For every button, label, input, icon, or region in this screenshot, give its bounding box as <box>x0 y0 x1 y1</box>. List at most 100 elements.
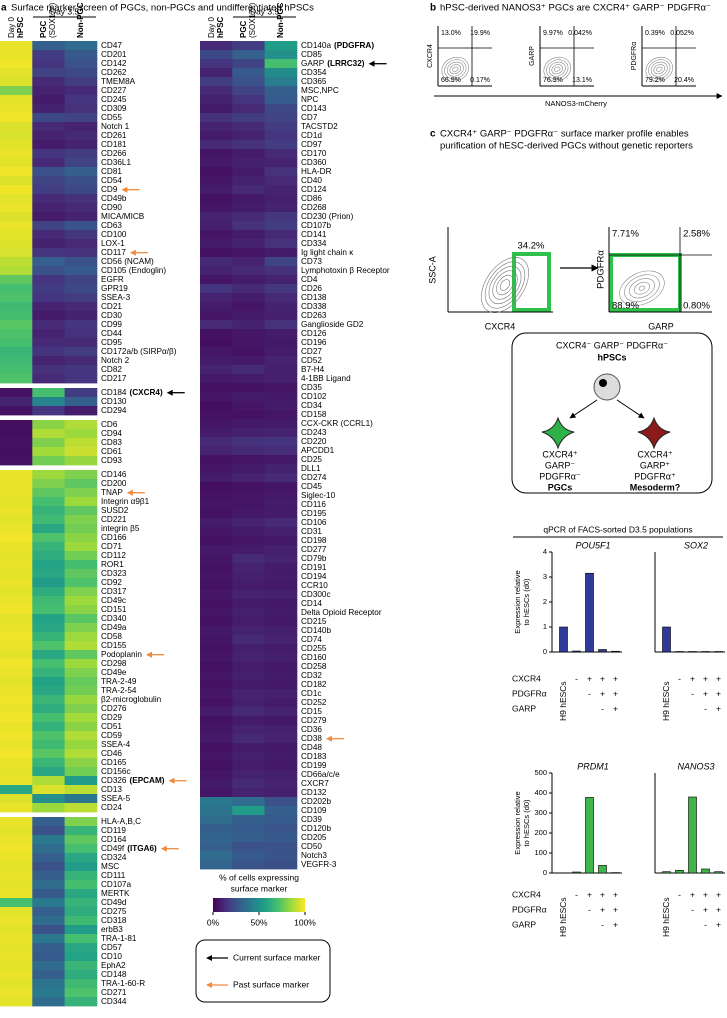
legend-label: Past surface marker <box>233 979 309 989</box>
heatmap-cell <box>0 817 33 827</box>
condition-sign: + <box>703 889 708 899</box>
bar <box>662 871 671 874</box>
row-label: CD120b <box>301 824 331 833</box>
heatmap-cell <box>64 68 98 78</box>
heatmap-cell <box>232 302 265 312</box>
heatmap-cell <box>232 716 265 726</box>
heatmap-cell <box>64 542 98 552</box>
heatmap-cell <box>32 650 65 660</box>
row-label: CD71 <box>101 542 122 551</box>
heatmap-cell <box>264 293 298 303</box>
row-label: MERTK <box>101 889 130 898</box>
diagram-text: CXCR4⁻ GARP⁻ PDGFRα⁻ <box>556 340 668 350</box>
row-label: CD73 <box>301 257 322 266</box>
heatmap-cell <box>232 122 265 132</box>
row-label: CD142 <box>101 59 127 68</box>
heatmap-cell <box>64 916 98 926</box>
heatmap-cell <box>0 668 33 678</box>
row-label-tag: (ITGA6) <box>127 844 157 853</box>
heatmap-cell <box>0 533 33 543</box>
quadrant-percent: 9.97% <box>543 30 563 37</box>
heatmap-cell <box>264 482 298 492</box>
heatmap-cell <box>0 293 33 303</box>
heatmap-cell <box>64 158 98 168</box>
heatmap-cell <box>32 767 65 777</box>
heatmap-cell <box>0 185 33 195</box>
heatmap-cell <box>200 113 233 123</box>
column-header: Day 0 <box>7 17 16 38</box>
y-tick-label: 4 <box>543 547 547 556</box>
heatmap-cell <box>232 95 265 105</box>
heatmap-cell <box>32 713 65 723</box>
heatmap-cell <box>64 695 98 705</box>
heatmap-cell <box>64 239 98 249</box>
heatmap-cell <box>32 979 65 989</box>
row-label: CXCR7 <box>301 779 329 788</box>
heatmap-cell <box>32 470 65 480</box>
condition-sign: + <box>716 919 721 929</box>
row-label: CD34 <box>301 401 322 410</box>
heatmap-cell <box>200 41 233 51</box>
heatmap-cell <box>64 722 98 732</box>
heatmap-cell <box>264 302 298 312</box>
heatmap-cell <box>200 59 233 69</box>
diagram-text: CXCR4⁺ <box>637 449 673 459</box>
heatmap-cell <box>264 77 298 87</box>
heatmap-cell <box>32 59 65 69</box>
heatmap-cell <box>200 266 233 276</box>
heatmap-cell <box>32 641 65 651</box>
heatmap-cell <box>200 797 233 807</box>
contour <box>449 64 462 75</box>
column-header: PGC <box>239 20 248 38</box>
heatmap-cell <box>200 716 233 726</box>
heatmap-cell <box>64 632 98 642</box>
heatmap-cell <box>264 716 298 726</box>
heatmap-cell <box>0 731 33 741</box>
heatmap-cell <box>64 506 98 516</box>
condition-sign: - <box>575 889 578 899</box>
heatmap-cell <box>0 338 33 348</box>
diagram-text: GARP⁻ <box>545 460 576 470</box>
heatmap-cell <box>32 194 65 204</box>
heatmap-cell <box>64 817 98 827</box>
heatmap-cell <box>264 797 298 807</box>
row-label: Delta Opioid Receptor <box>301 608 382 617</box>
row-label: CD97 <box>301 140 322 149</box>
heatmap-cell <box>0 194 33 204</box>
heatmap-cell <box>200 347 233 357</box>
heatmap-cell <box>64 533 98 543</box>
row-label: Siglec-10 <box>301 491 336 500</box>
chart-title: PRDM1 <box>577 761 609 771</box>
heatmap-cell <box>32 239 65 249</box>
heatmap-cell <box>200 851 233 861</box>
colorbar <box>213 898 305 912</box>
row-label: CD275 <box>101 907 127 916</box>
heatmap-cell <box>0 203 33 213</box>
heatmap-cell <box>32 438 65 448</box>
row-label: CD194 <box>301 572 327 581</box>
quadrant-percent: 0.17% <box>470 77 490 84</box>
row-label: CD196 <box>301 338 327 347</box>
row-label: CD32 <box>301 671 322 680</box>
heatmap-cell <box>264 545 298 555</box>
heatmap-cell <box>32 997 65 1007</box>
heatmap-cell <box>264 338 298 348</box>
heatmap-cell <box>264 806 298 816</box>
marker-label: CXCR4 <box>512 889 541 899</box>
condition-sign: + <box>600 904 605 914</box>
heatmap-cell <box>0 230 33 240</box>
heatmap-cell <box>232 104 265 114</box>
row-label: erbB3 <box>101 925 123 934</box>
heatmap-cell <box>64 41 98 51</box>
heatmap-cell <box>0 596 33 606</box>
y-axis-label: SSC-A <box>427 256 437 284</box>
quadrant-percent: 2.58% <box>683 229 710 240</box>
heatmap-cell <box>232 383 265 393</box>
heatmap-cell <box>32 356 65 366</box>
heatmap-cell <box>64 320 98 330</box>
heatmap-cell <box>264 266 298 276</box>
row-label: CD279 <box>301 716 327 725</box>
heatmap-cell <box>64 614 98 624</box>
heatmap-cell <box>264 383 298 393</box>
heatmap-cell <box>0 347 33 357</box>
